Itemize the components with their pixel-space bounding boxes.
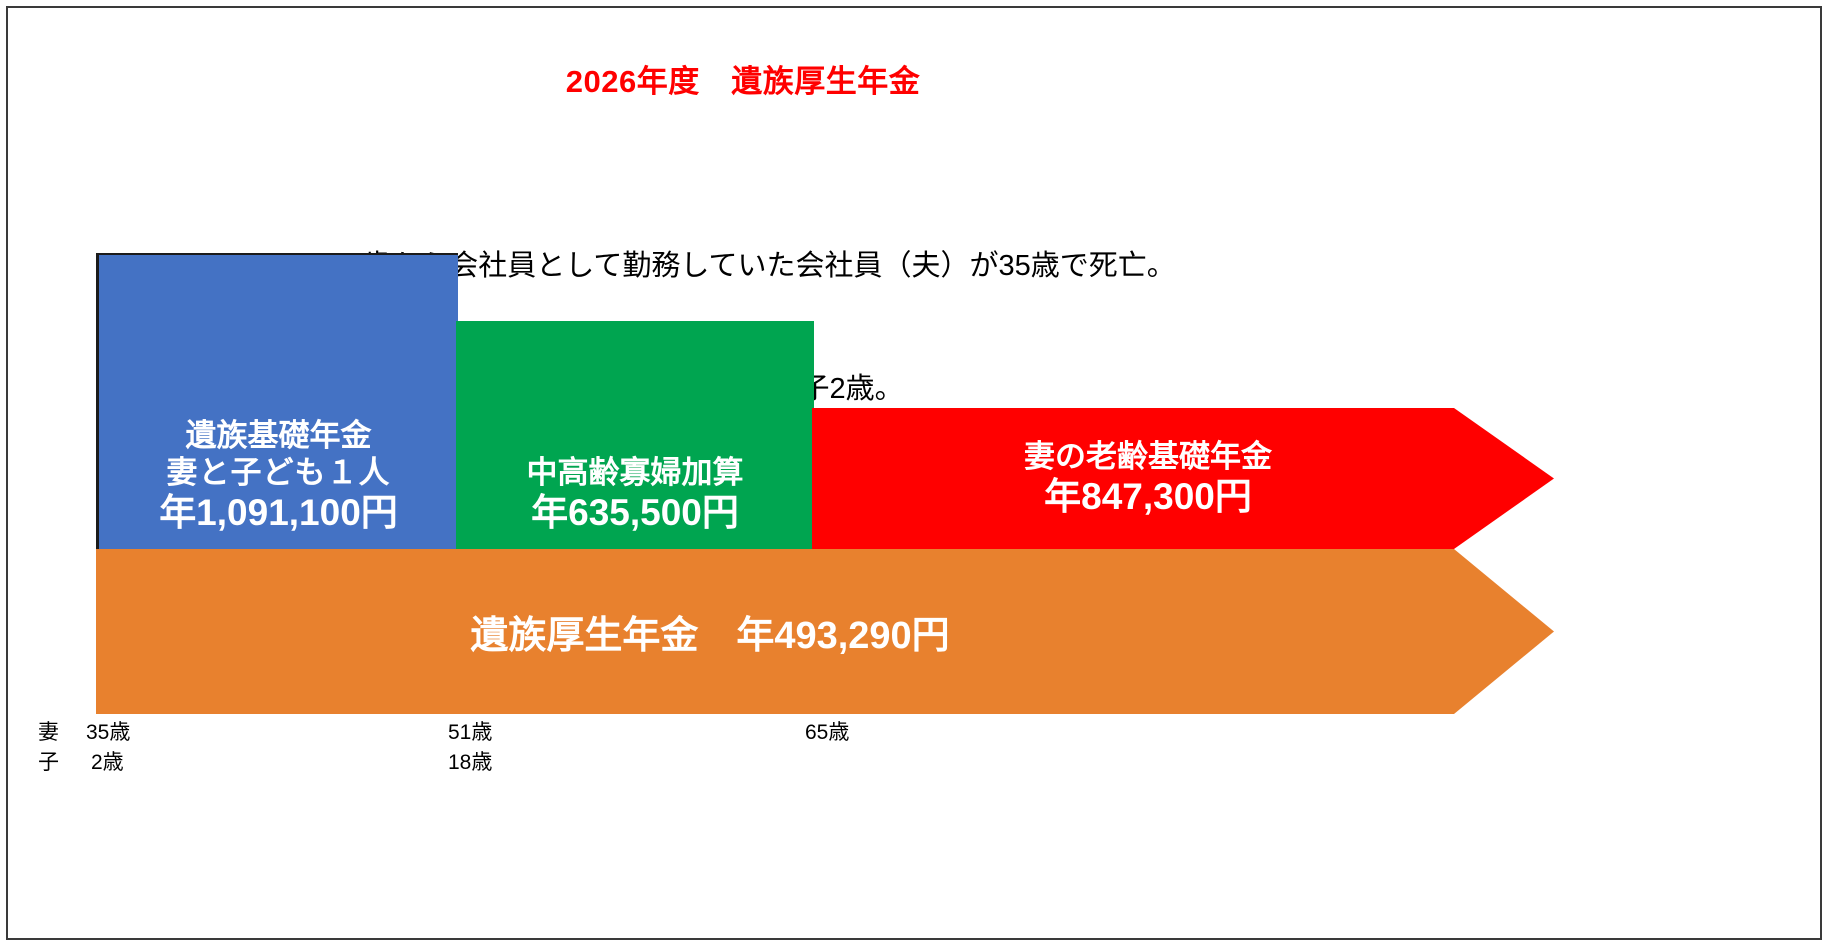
axis-wife-age-mid: 51歳 bbox=[448, 721, 493, 744]
bar-wife-old-age-basic-pension: 妻の老齢基礎年金 年847,300円 bbox=[812, 408, 1554, 549]
bar-basic-survivor-pension: 遺族基礎年金 妻と子ども１人 年1,091,100円 bbox=[96, 253, 458, 549]
bar-basic-survivor-pension-label1: 遺族基礎年金 bbox=[185, 418, 372, 454]
bar-basic-survivor-pension-amount: 年1,091,100円 bbox=[159, 492, 398, 534]
axis-child-age-start: 2歳 bbox=[91, 751, 124, 774]
bar-wife-old-age-basic-pension-amount: 年847,300円 bbox=[1044, 475, 1252, 517]
bar-basic-survivor-pension-label2: 妻と子ども１人 bbox=[166, 454, 391, 490]
axis-child-age-mid: 18歳 bbox=[448, 751, 493, 774]
axis-wife-age-end: 65歳 bbox=[805, 721, 850, 744]
bar-mid-aged-widow-addition-label: 中高齢寡婦加算 bbox=[526, 454, 744, 490]
bar-wife-old-age-basic-pension-label: 妻の老齢基礎年金 bbox=[1024, 438, 1272, 474]
bar-survivor-employee-pension-label: 遺族厚生年金 年493,290円 bbox=[470, 615, 950, 657]
bar-mid-aged-widow-addition-amount: 年635,500円 bbox=[531, 492, 739, 534]
case-description-line-1: 23歳から会社員として勤務していた会社員（夫）が35歳で死亡。 bbox=[330, 250, 1176, 282]
bar-survivor-employee-pension: 遺族厚生年金 年493,290円 bbox=[96, 549, 1554, 714]
bar-mid-aged-widow-addition: 中高齢寡婦加算 年635,500円 bbox=[456, 321, 814, 549]
diagram-frame: 2026年度 遺族厚生年金 23歳から会社員として勤務していた会社員（夫）が35… bbox=[6, 6, 1822, 940]
axis-wife-key: 妻 bbox=[38, 721, 59, 744]
axis-wife-age-start: 35歳 bbox=[86, 721, 131, 744]
page-title: 2026年度 遺族厚生年金 bbox=[565, 64, 921, 99]
axis-child-key: 子 bbox=[38, 751, 59, 774]
